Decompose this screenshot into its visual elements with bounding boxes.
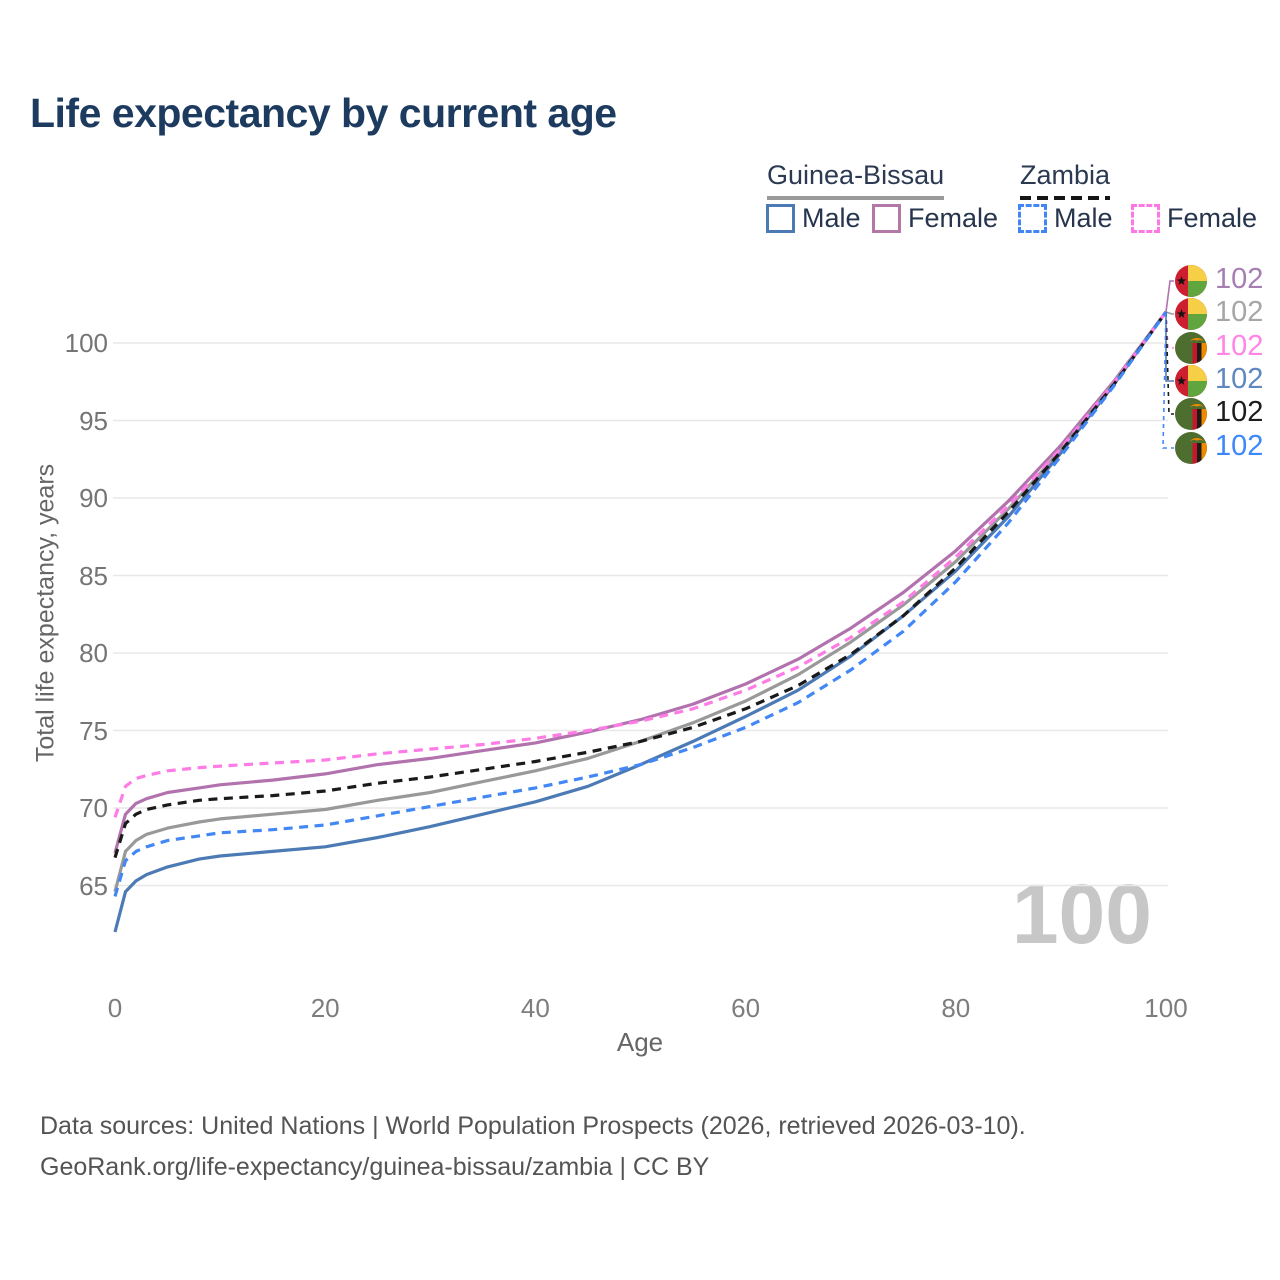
data-sources-line: Data sources: United Nations | World Pop… (40, 1112, 1026, 1140)
legend-group-guinea-bissau[interactable]: Guinea-Bissau (767, 160, 945, 200)
y-tick-label: 100 (64, 328, 108, 358)
legend-country-label: Zambia (1020, 160, 1111, 190)
endpoint-leader-line (1165, 280, 1174, 313)
male-dashed-swatch-icon (1018, 204, 1047, 233)
legend-item-label: Male (1054, 203, 1113, 233)
series-line-guinea-bissau-both-sexes (113, 311, 1168, 893)
x-axis-title: Age (616, 1027, 664, 1057)
guinea-bissau-flag-icon (1175, 365, 1207, 397)
attribution-line: GeoRank.org/life-expectancy/guinea-bissa… (40, 1152, 710, 1181)
dashed-line-sample (1020, 196, 1111, 200)
guinea-bissau-flag-icon (1175, 298, 1207, 330)
guinea-bissau-flag-icon (1175, 265, 1207, 297)
footer: Data sources: United Nations | World Pop… (40, 1106, 1026, 1187)
legend-country-label: Guinea-Bissau (767, 160, 945, 190)
zambia-flag-icon (1175, 432, 1207, 464)
endpoint-leader-line (1162, 311, 1174, 449)
page-title: Life expectancy by current age (30, 90, 617, 136)
legend-item-gb-female[interactable]: Female (872, 203, 998, 234)
x-tick-label: 100 (1144, 993, 1188, 1023)
series-line-guinea-bissau-female (113, 311, 1168, 854)
y-tick-label: 80 (79, 638, 108, 668)
series-line-guinea-bissau-male (113, 311, 1168, 933)
solid-line-sample (767, 196, 945, 200)
x-tick-label: 80 (941, 993, 971, 1023)
endpoint-value: 102 (1215, 296, 1264, 328)
female-solid-swatch-icon (872, 204, 901, 233)
series-line-zambia-both-sexes (113, 311, 1168, 859)
x-tick-label: 20 (310, 993, 340, 1023)
series-line-zambia-male (113, 311, 1168, 897)
legend-item-gb-male[interactable]: Male (766, 203, 861, 234)
endpoint-value: 102 (1215, 430, 1264, 462)
series-line-zambia-female (113, 311, 1168, 818)
y-tick-label: 85 (79, 560, 108, 591)
endpoint-leader-line (1165, 311, 1174, 349)
endpoint-leader-line (1165, 311, 1174, 315)
legend-item-zm-male[interactable]: Male (1018, 203, 1113, 234)
legend-item-label: Female (908, 203, 999, 233)
y-tick-label: 95 (79, 405, 108, 436)
endpoint-value: 102 (1215, 363, 1264, 395)
zambia-flag-icon (1175, 332, 1207, 364)
female-dashed-swatch-icon (1131, 204, 1160, 233)
x-tick-label: 60 (731, 993, 761, 1023)
endpoint-value: 102 (1215, 330, 1264, 362)
zambia-flag-icon (1175, 398, 1207, 430)
y-tick-label: 90 (79, 483, 108, 513)
legend-item-label: Male (802, 203, 861, 233)
endpoint-value: 102 (1215, 396, 1264, 428)
y-tick-label: 75 (79, 715, 108, 746)
legend-item-zm-female[interactable]: Female (1131, 203, 1257, 234)
legend-item-label: Female (1167, 203, 1258, 233)
x-tick-label: 0 (107, 993, 123, 1023)
male-solid-swatch-icon (766, 204, 795, 233)
age-watermark: 100 (1011, 867, 1152, 961)
legend-group-zambia[interactable]: Zambia (1020, 160, 1111, 200)
y-tick-label: 70 (79, 793, 108, 823)
endpoint-leader-line (1165, 312, 1174, 382)
x-tick-label: 40 (520, 993, 550, 1023)
endpoint-value: 102 (1215, 263, 1264, 295)
endpoint-leader-line (1165, 311, 1174, 415)
y-tick-label: 65 (79, 870, 108, 901)
